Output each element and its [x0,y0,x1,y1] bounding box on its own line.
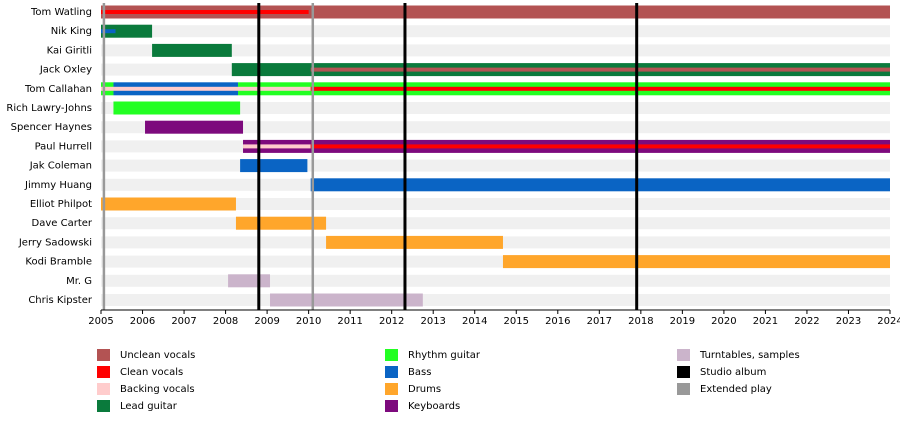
legend-swatch [385,366,398,378]
x-tick-label: 2019 [670,316,695,327]
role-bar [101,29,116,34]
member-label: Kodi Bramble [25,257,92,268]
legend-label: Clean vocals [120,367,183,378]
legend-label: Unclean vocals [120,350,195,361]
legend-swatch [677,383,690,395]
x-tick-label: 2013 [420,316,445,327]
x-tick-label: 2006 [130,316,155,327]
x-tick-label: 2011 [337,316,362,327]
member-label: Jerry Sadowski [18,237,92,248]
legend-swatch [97,400,110,412]
legend-label: Extended play [700,384,772,395]
role-bar [101,24,153,38]
x-tick-label: 2012 [379,316,404,327]
legend-label: Studio album [700,367,766,378]
member-label: Nik King [51,26,92,37]
legend-swatch [97,366,110,378]
x-tick-label: 2021 [753,316,778,327]
row-background [101,217,890,230]
legend-swatch [677,349,690,361]
member-label: Jack Oxley [39,65,92,76]
x-tick-label: 2018 [628,316,653,327]
member-label: Mr. G [66,276,92,287]
x-tick-label: 2022 [794,316,819,327]
row-background [101,294,890,306]
member-label: Elliot Philpot [30,199,92,210]
row-background [101,121,890,134]
role-bar [101,10,309,14]
role-bar [101,5,890,19]
row-background [101,274,890,287]
x-tick-label: 2017 [587,316,612,327]
member-label: Dave Carter [32,218,93,229]
x-tick-label: 2020 [711,316,736,327]
x-tick-label: 2005 [88,316,113,327]
x-tick-label: 2014 [462,316,487,327]
legend-label: Drums [408,384,441,395]
role-bar [502,255,890,269]
x-tick-label: 2008 [213,316,238,327]
member-label: Chris Kipster [28,295,93,306]
role-bar [326,235,503,249]
role-bar [101,86,311,91]
x-tick-label: 2009 [254,316,279,327]
x-tick-label: 2010 [296,316,321,327]
role-bar [113,101,241,115]
member-label: Rich Lawry-Johns [6,103,92,114]
legend-label: Turntables, samples [699,350,800,361]
legend-label: Keyboards [408,401,460,412]
legend-swatch [97,383,110,395]
role-bar [310,178,890,192]
row-background [101,159,890,172]
role-bar [243,144,311,149]
row-background [101,102,890,114]
legend-label: Rhythm guitar [408,350,481,361]
member-label: Spencer Haynes [11,122,92,133]
legend-swatch [97,349,110,361]
legend-swatch [677,366,690,378]
member-label: Jak Coleman [29,161,92,172]
legend-label: Lead guitar [120,401,178,412]
x-tick-label: 2024 [877,316,900,327]
member-label: Jimmy Huang [24,180,92,191]
role-bar [310,67,890,72]
row-background [101,44,890,57]
x-tick-label: 2023 [836,316,861,327]
role-bar [228,274,271,288]
row-background [101,25,890,38]
legend-label: Bass [408,367,431,378]
role-bar [310,144,890,149]
role-bar [240,159,308,173]
role-bar [270,293,423,307]
role-bar [101,197,236,211]
legend-label: Backing vocals [120,384,195,395]
x-tick-label: 2015 [504,316,529,327]
member-label: Tom Watling [30,7,92,18]
role-bar [152,43,232,57]
legend-swatch [385,349,398,361]
member-label: Kai Giritli [47,45,92,56]
legend-swatch [385,383,398,395]
member-label: Paul Hurrell [35,141,92,152]
role-bar [310,86,890,91]
role-bar [145,120,244,134]
legend-swatch [385,400,398,412]
x-tick-label: 2016 [545,316,570,327]
x-tick-label: 2007 [171,316,196,327]
row-background [101,198,890,210]
member-label: Tom Callahan [24,84,92,95]
